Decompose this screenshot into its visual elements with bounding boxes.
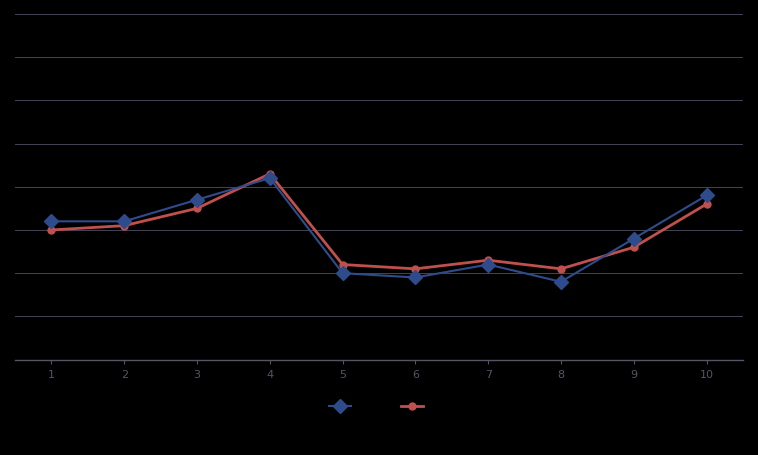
Legend: , : , — [324, 397, 434, 416]
